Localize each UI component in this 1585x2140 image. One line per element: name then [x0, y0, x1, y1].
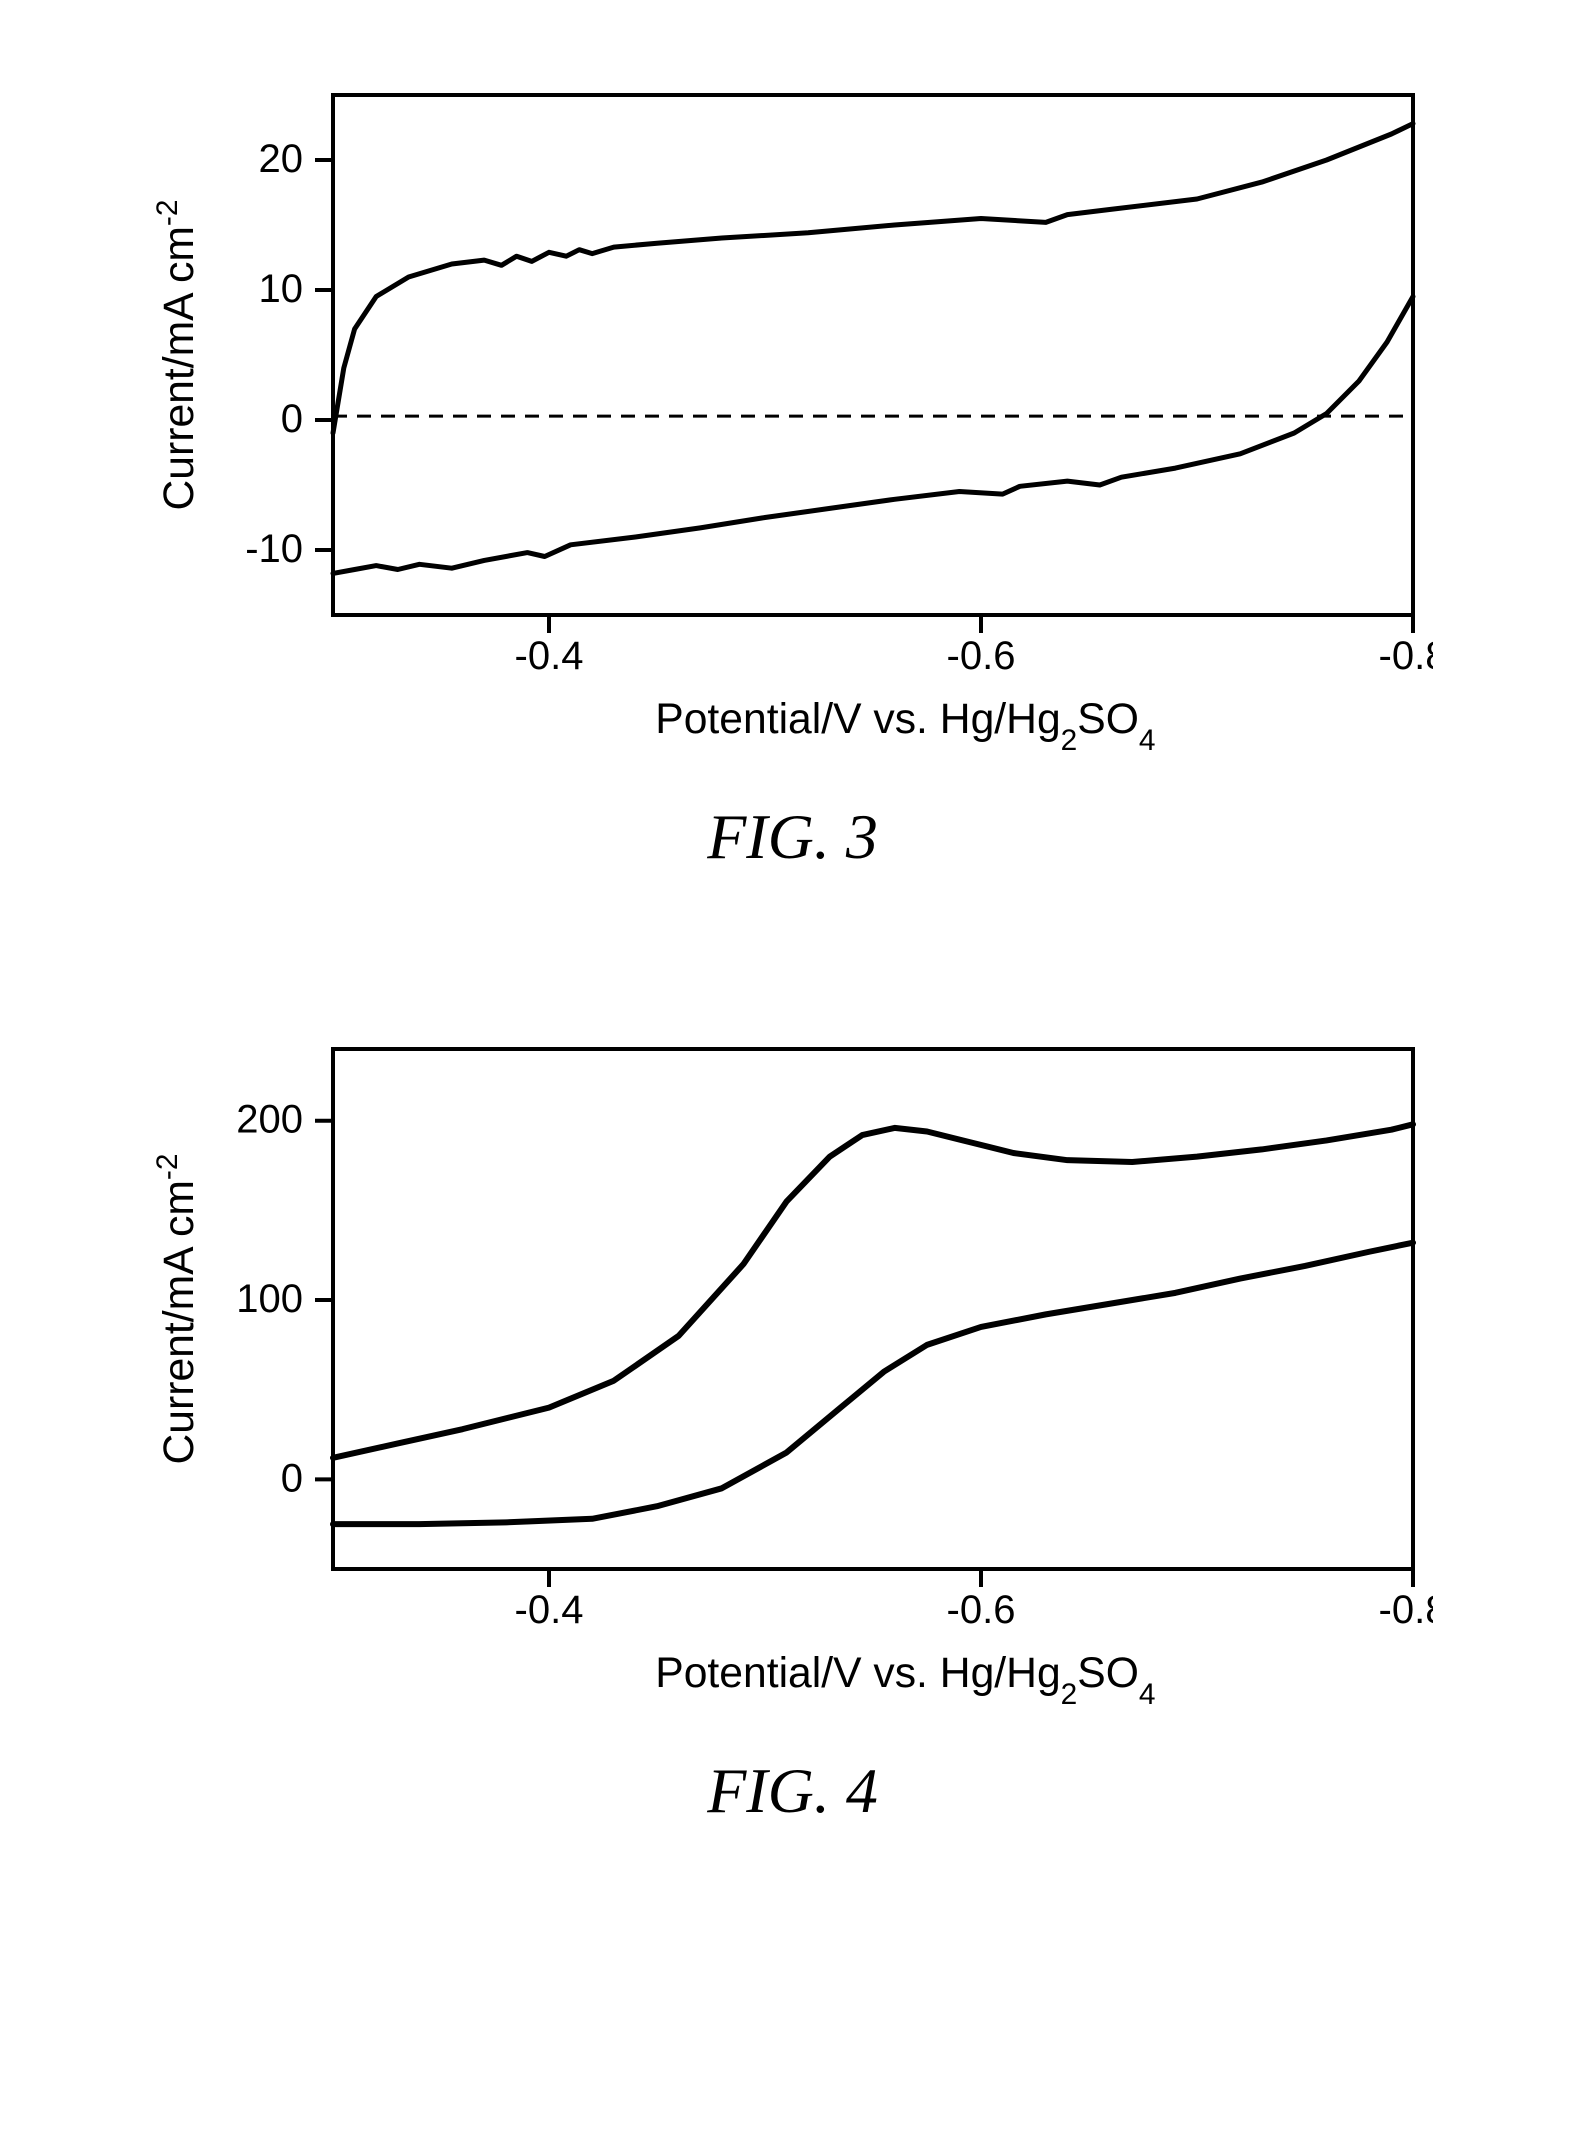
svg-text:Potential/V vs. Hg/Hg2SO4: Potential/V vs. Hg/Hg2SO4: [655, 695, 1155, 757]
svg-text:-0.4: -0.4: [514, 1588, 583, 1632]
svg-text:100: 100: [236, 1277, 303, 1321]
svg-text:-0.6: -0.6: [946, 634, 1015, 678]
figure-3-block: -0.4 -0.6 -0.8 Potential/V vs. Hg/Hg2SO4 -10…: [120, 80, 1465, 874]
svg-text:Current/mA cm-2: Current/mA cm-2: [153, 1154, 203, 1465]
figure-3-chart: -0.4 -0.6 -0.8 Potential/V vs. Hg/Hg2SO4 -10…: [153, 80, 1433, 760]
figure-4-chart: -0.4 -0.6 -0.8 Potential/V vs. Hg/Hg2SO4 0 10…: [153, 1034, 1433, 1714]
svg-text:-0.4: -0.4: [514, 634, 583, 678]
svg-text:10: 10: [258, 267, 303, 311]
svg-text:0: 0: [280, 397, 302, 441]
svg-text:Potential/V vs. Hg/Hg2SO4: Potential/V vs. Hg/Hg2SO4: [655, 1649, 1155, 1711]
svg-text:-0.8: -0.8: [1378, 634, 1432, 678]
svg-text:Current/mA cm-2: Current/mA cm-2: [153, 200, 203, 511]
svg-text:-10: -10: [245, 527, 303, 571]
svg-text:200: 200: [236, 1098, 303, 1142]
figure-3-caption: FIG. 3: [707, 800, 878, 874]
svg-text:-0.6: -0.6: [946, 1588, 1015, 1632]
figure-4-block: -0.4 -0.6 -0.8 Potential/V vs. Hg/Hg2SO4 0 10…: [120, 1034, 1465, 1828]
svg-text:20: 20: [258, 137, 303, 181]
page: -0.4 -0.6 -0.8 Potential/V vs. Hg/Hg2SO4 -10…: [0, 0, 1585, 2140]
figure-4-caption: FIG. 4: [707, 1754, 878, 1828]
svg-text:0: 0: [280, 1456, 302, 1500]
svg-text:-0.8: -0.8: [1378, 1588, 1432, 1632]
